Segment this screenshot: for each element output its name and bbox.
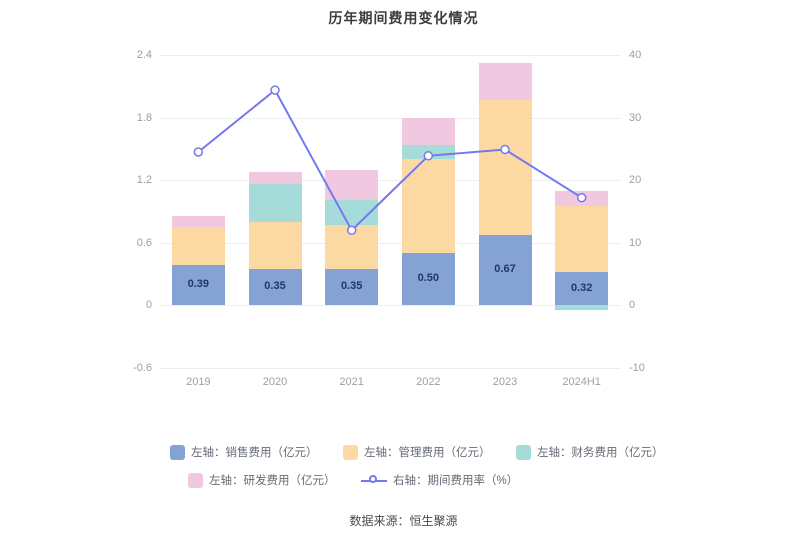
bar-value-label-2019: 0.39 — [187, 278, 210, 291]
bar-segment-management-2024H1 — [555, 206, 609, 272]
right-axis-tick: 10 — [629, 236, 642, 249]
rate-line — [197, 88, 583, 232]
bar-value-label-2023: 0.67 — [494, 263, 516, 276]
left-axis-tick: 1.8 — [136, 111, 152, 124]
bar-value-label-2021: 0.35 — [340, 280, 363, 293]
gridline — [160, 180, 620, 182]
legend-label: 左轴：研发费用（亿元） — [209, 475, 336, 487]
x-axis-tick-2022: 2022 — [416, 376, 441, 388]
gridline — [160, 55, 620, 56]
right-axis-tick: 40 — [629, 49, 642, 61]
legend-item-1: 左轴：管理费用（亿元） — [343, 444, 516, 460]
bar-segment-sales-2020 — [248, 268, 302, 306]
right-axis-tick: 30 — [629, 111, 642, 124]
bar-segment-management-2020 — [248, 221, 302, 269]
right-axis-tick: 0 — [629, 299, 636, 312]
bar-segment-finance-2024H1 — [555, 305, 609, 310]
x-axis-tick-2021: 2021 — [339, 376, 364, 388]
legend-swatch-icon — [516, 444, 531, 460]
bar-segment-rd-2021 — [325, 169, 379, 201]
rate-line-marker-2022 — [423, 151, 434, 161]
x-axis-tick-2019: 2019 — [186, 376, 211, 388]
plot-area: 0.39 0.35 0.35 0.50 0.67 0.32 — [160, 55, 620, 369]
bar-segment-management-2019 — [171, 227, 225, 265]
legend-item-4: 右轴：期间费用率（%） — [361, 472, 534, 488]
x-axis-tick-2024H1: 2024H1 — [562, 376, 601, 388]
bar-segment-rd-2019 — [171, 215, 225, 228]
rate-line-marker-2019 — [193, 147, 204, 157]
x-axis-tick-2023: 2023 — [492, 376, 518, 388]
legend-label: 左轴：管理费用（亿元） — [364, 447, 491, 459]
x-axis-tick-2020: 2020 — [262, 376, 288, 388]
chart-title: 历年期间费用变化情况 — [328, 10, 479, 26]
bar-segment-sales-2022 — [401, 253, 455, 306]
bar-segment-sales-2019 — [171, 264, 225, 306]
rate-line-marker-2024H1 — [576, 192, 587, 203]
gridline — [160, 117, 620, 119]
bar-segment-sales-2021 — [325, 268, 379, 306]
left-axis-tick: -0.6 — [133, 362, 152, 374]
bar-segment-finance-2020 — [248, 184, 302, 222]
bar-segment-management-2023 — [478, 99, 532, 236]
legend-label: 左轴：销售费用（亿元） — [191, 447, 318, 459]
legend-item-2: 左轴：财务费用（亿元） — [516, 444, 689, 460]
bar-segment-sales-2023 — [478, 235, 532, 306]
bar-segment-rd-2023 — [478, 63, 532, 100]
left-axis-tick: 0.6 — [136, 236, 152, 249]
right-axis-tick: -10 — [629, 362, 645, 374]
left-axis-tick: 0 — [145, 299, 152, 312]
rate-line-marker-2021 — [346, 225, 357, 236]
bar-segment-sales-2024H1 — [555, 272, 609, 306]
gridline — [160, 305, 620, 307]
legend-swatch-icon — [170, 444, 185, 460]
gridline — [160, 368, 620, 369]
bar-value-label-2024H1: 0.32 — [570, 281, 593, 294]
bar-value-label-2020: 0.35 — [264, 280, 286, 293]
bar-segment-rd-2020 — [248, 171, 302, 185]
rate-line-marker-2020 — [270, 85, 280, 95]
legend: 左轴：销售费用（亿元） 左轴：管理费用（亿元） 左轴：财务费用（亿元） 左轴：研发费用… — [170, 444, 700, 500]
legend-label: 左轴：财务费用（亿元） — [537, 447, 664, 459]
right-axis-tick: 20 — [629, 174, 642, 187]
data-source-note: 数据来源：恒生聚源 — [349, 514, 458, 528]
legend-swatch-icon — [188, 472, 203, 488]
bar-segment-rd-2022 — [401, 117, 455, 145]
left-axis-tick: 2.4 — [136, 49, 152, 61]
legend-line-marker-icon — [361, 473, 387, 488]
bar-segment-management-2022 — [401, 159, 455, 254]
left-axis-tick: 1.2 — [136, 174, 152, 187]
bar-value-label-2022: 0.50 — [417, 272, 440, 285]
legend-item-0: 左轴：销售费用（亿元） — [170, 444, 343, 460]
gridline — [160, 242, 620, 244]
legend-label: 右轴：期间费用率（%） — [393, 475, 519, 487]
legend-swatch-icon — [343, 444, 358, 460]
rate-line-series — [193, 85, 587, 236]
legend-item-3: 左轴：研发费用（亿元） — [188, 472, 361, 488]
rate-line-marker-2023 — [500, 144, 510, 155]
